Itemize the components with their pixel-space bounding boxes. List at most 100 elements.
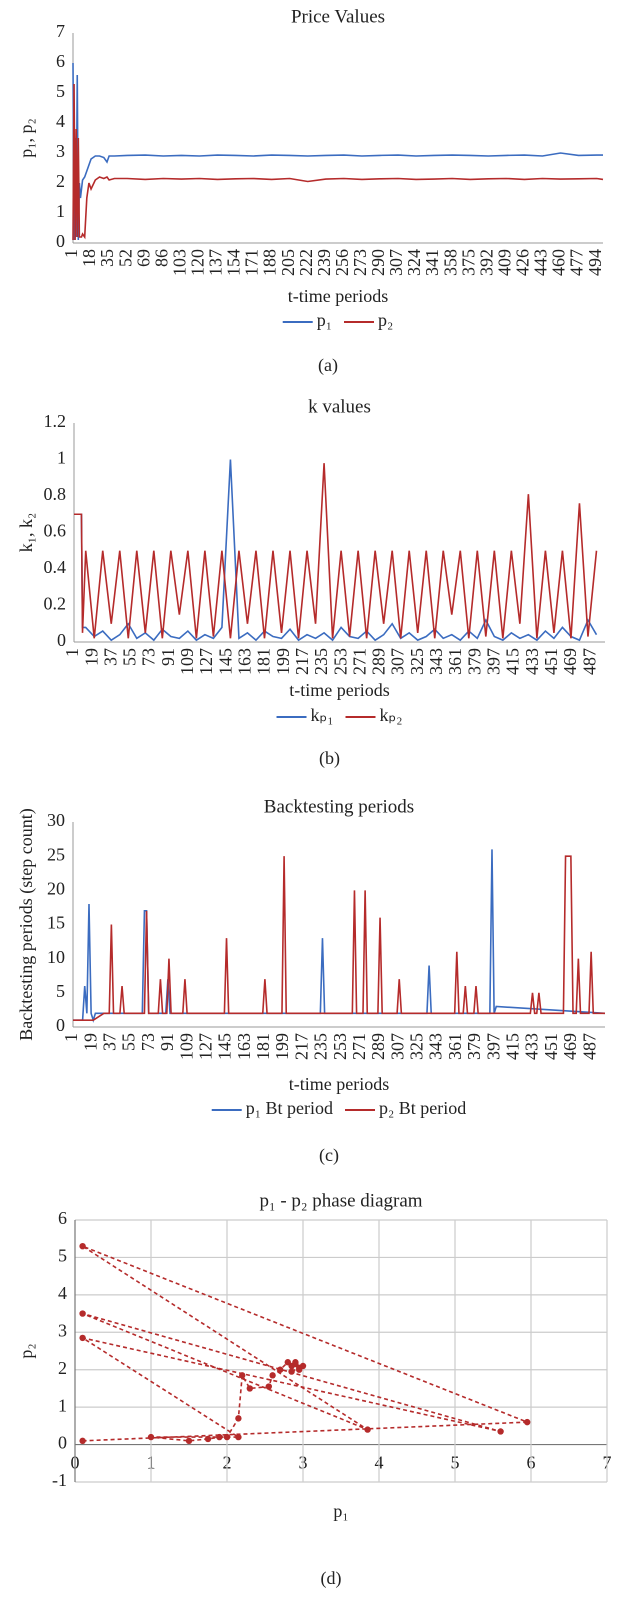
y-axis-label: p₂ — [16, 1343, 36, 1358]
x-tick-label: 415 — [503, 1033, 523, 1060]
point — [288, 1368, 295, 1375]
y-tick-label: 2 — [58, 1358, 67, 1378]
x-tick-label: 109 — [177, 648, 197, 675]
legend-label: kₚ₂ — [380, 705, 403, 725]
x-tick-label: 271 — [349, 648, 369, 675]
series-line — [73, 849, 606, 1023]
x-tick-label: 256 — [332, 249, 352, 276]
x-tick-label: 91 — [158, 648, 178, 666]
y-tick-label: 5 — [56, 81, 65, 101]
x-tick-label: 325 — [407, 1033, 427, 1060]
x-tick-label: 324 — [404, 249, 424, 276]
x-tick-label: 188 — [260, 249, 280, 276]
x-tick-label: 343 — [426, 1033, 446, 1060]
point — [277, 1366, 284, 1373]
x-tick-label: 451 — [541, 648, 561, 675]
x-axis-label: p₁ — [333, 1501, 348, 1521]
y-axis-label: Backtesting periods (step count) — [16, 808, 37, 1040]
x-tick-label: 271 — [349, 1033, 369, 1060]
x-tick-label: 73 — [139, 648, 159, 666]
chart-title: Price Values — [291, 6, 385, 27]
x-tick-label: 433 — [522, 648, 542, 675]
caption: (c) — [319, 1145, 339, 1166]
x-tick-label: 341 — [422, 249, 442, 276]
x-tick-label: 409 — [494, 249, 514, 276]
x-tick-label: 487 — [579, 648, 599, 675]
x-tick-label: 307 — [387, 1033, 407, 1060]
legend-label: p₂ Bt period — [379, 1098, 466, 1118]
series-line — [72, 62, 603, 241]
x-tick-label: 379 — [464, 1033, 484, 1060]
legend-label: p₂ — [378, 310, 393, 330]
point — [204, 1435, 212, 1443]
y-tick-label: 4 — [56, 111, 65, 131]
y-tick-label: 1 — [57, 448, 66, 468]
x-tick-label: 37 — [100, 1033, 120, 1051]
point — [79, 1310, 86, 1317]
x-tick-label: 469 — [560, 1033, 580, 1060]
series-line — [72, 83, 604, 241]
y-axis-label: k₁, k₂ — [16, 513, 36, 553]
x-tick-label: 55 — [120, 648, 140, 666]
x-tick-label: 1 — [61, 249, 81, 258]
point — [292, 1359, 299, 1366]
x-tick-label: 397 — [484, 648, 504, 675]
point — [296, 1366, 303, 1373]
x-tick-label: 358 — [440, 249, 460, 276]
x-tick-label: 361 — [445, 1033, 465, 1060]
y-tick-label: 4 — [58, 1283, 67, 1303]
x-tick-label: 307 — [388, 648, 408, 675]
point — [364, 1426, 371, 1433]
y-tick-label: -1 — [52, 1470, 67, 1490]
point — [185, 1437, 193, 1445]
x-axis-label: t-time periods — [289, 1074, 389, 1094]
x-tick-label: 181 — [254, 648, 274, 675]
y-tick-label: 5 — [56, 981, 65, 1001]
x-tick-label: 222 — [296, 249, 316, 276]
x-tick-label: 239 — [314, 249, 334, 276]
y-tick-label: 0 — [56, 1015, 65, 1035]
x-axis-label: t-time periods — [289, 680, 389, 700]
y-tick-label: 20 — [47, 878, 65, 898]
y-tick-label: 0.6 — [44, 521, 67, 541]
x-tick-label: 37 — [100, 648, 120, 666]
y-tick-label: 6 — [58, 1208, 67, 1228]
x-tick-label: 73 — [138, 1033, 158, 1051]
y-tick-label: 7 — [56, 21, 65, 41]
chart-title: Backtesting periods — [264, 796, 414, 817]
x-tick-label: 290 — [368, 249, 388, 276]
x-tick-label: 163 — [234, 1033, 254, 1060]
point — [147, 1433, 155, 1441]
x-tick-label: 361 — [445, 648, 465, 675]
point — [246, 1385, 253, 1392]
x-axis-label: t-time periods — [288, 286, 388, 306]
x-tick-label: 127 — [195, 1033, 215, 1060]
x-tick-label: 171 — [242, 249, 262, 276]
x-tick-label: 415 — [503, 648, 523, 675]
x-tick-label: 103 — [169, 249, 189, 276]
legend-label: kₚ₁ — [311, 705, 334, 725]
point — [79, 1437, 86, 1445]
x-tick-label: 205 — [278, 249, 298, 276]
series-line — [73, 855, 605, 1021]
x-tick-label: 307 — [386, 249, 406, 276]
y-tick-label: 1.2 — [44, 411, 67, 431]
x-tick-label: 217 — [292, 648, 312, 675]
point — [216, 1433, 223, 1441]
legend: p₁ p₂ — [282, 310, 393, 330]
x-tick-label: 127 — [196, 648, 216, 675]
x-tick-label: 86 — [151, 249, 171, 267]
point — [269, 1372, 276, 1379]
y-tick-label: 10 — [47, 947, 65, 967]
x-tick-label: 379 — [464, 648, 484, 675]
x-tick-label: 154 — [224, 249, 244, 276]
point — [79, 1334, 86, 1342]
caption: (a) — [318, 355, 338, 376]
x-tick-label: 19 — [80, 1033, 100, 1051]
y-tick-label: 0.2 — [44, 594, 67, 614]
y-tick-label: 0 — [57, 630, 66, 650]
x-tick-label: 494 — [585, 249, 605, 276]
y-tick-label: 0 — [56, 231, 65, 251]
x-tick-label: 19 — [81, 648, 101, 666]
